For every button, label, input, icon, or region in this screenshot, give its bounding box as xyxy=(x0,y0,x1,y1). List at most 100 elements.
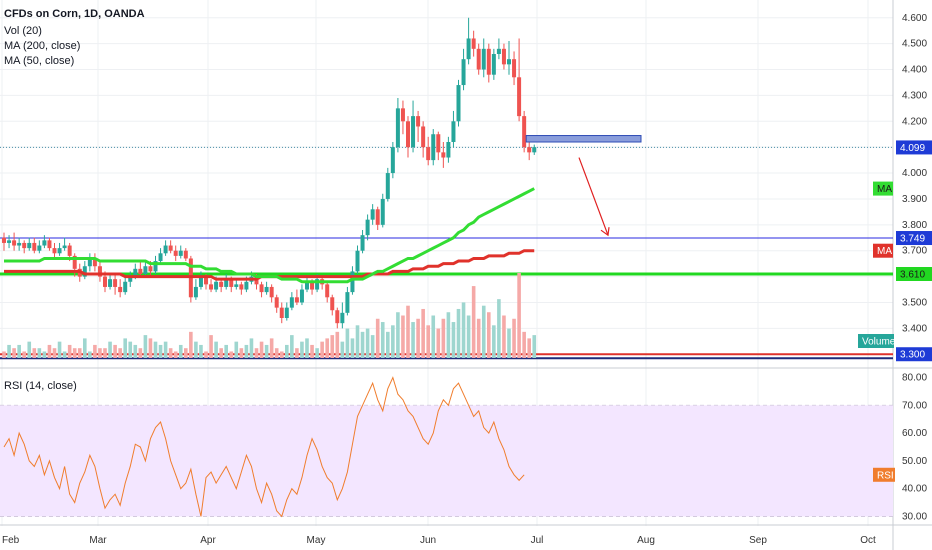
volume-bar xyxy=(365,328,370,358)
volume-bar xyxy=(42,351,47,358)
volume-bar xyxy=(32,348,37,358)
candle-body xyxy=(486,48,491,75)
volume-bar xyxy=(461,302,466,358)
volume-bar xyxy=(436,328,441,358)
volume-bar xyxy=(72,348,77,358)
candle-body xyxy=(496,48,501,54)
volume-bar xyxy=(22,351,26,358)
volume-bar xyxy=(37,348,42,358)
time-tick-label: Sep xyxy=(749,535,767,546)
candle-body xyxy=(219,281,224,287)
support-tag-bg xyxy=(896,267,932,281)
rsi-axis[interactable]: 80.00 70.00 60.00 50.00 40.00 30.00 xyxy=(902,373,927,523)
volume-bar xyxy=(189,331,193,358)
rsi-tick-label: 80.00 xyxy=(902,373,927,384)
chart-title: CFDs on Corn, 1D, OANDA xyxy=(4,8,145,20)
volume-bar xyxy=(466,315,471,358)
volume-bar xyxy=(229,351,234,358)
candle-body xyxy=(128,276,133,282)
candle-body xyxy=(335,310,340,324)
volume-bar xyxy=(532,335,537,358)
candle-body xyxy=(229,279,234,287)
candle-body xyxy=(436,134,441,153)
candle-body xyxy=(123,281,128,293)
volume-bar xyxy=(7,344,11,358)
volume-bar xyxy=(305,338,309,358)
volume-bar xyxy=(431,315,436,358)
candle-body xyxy=(370,209,375,220)
candle-body xyxy=(264,286,269,293)
target-zone-rect[interactable] xyxy=(525,135,642,143)
candle-body xyxy=(284,307,289,318)
volume-bar xyxy=(279,351,284,358)
volume-bar xyxy=(204,351,208,358)
volume-bar xyxy=(123,338,127,358)
resistance-tag-bg xyxy=(896,231,932,246)
time-axis[interactable]: Feb Mar Apr May Jun Jul Aug Sep Oct xyxy=(2,535,876,546)
price-axis[interactable]: 4.6004.5004.4004.3004.2004.1004.0003.900… xyxy=(902,13,927,360)
volume-bar xyxy=(108,341,112,358)
candle-body xyxy=(143,266,148,274)
volume-bar xyxy=(244,344,249,358)
volume-bar xyxy=(67,344,72,358)
volume-bar xyxy=(62,351,67,358)
price-tags: 4.099 3.749 MA 3.610 MA Volume 3.300 RSI xyxy=(858,140,932,482)
ma200-tag: MA xyxy=(877,246,892,257)
volume-bar xyxy=(118,348,122,358)
candle-body xyxy=(400,108,405,122)
horizontal-lines[interactable] xyxy=(0,146,893,360)
candle-body xyxy=(416,116,421,127)
arrow-icon[interactable] xyxy=(578,157,610,237)
volume-bar xyxy=(184,348,188,358)
volume-bar xyxy=(507,328,511,358)
price-tick-label: 4.600 xyxy=(902,13,927,24)
volume-bar xyxy=(340,341,345,358)
candle-body xyxy=(512,59,517,78)
candle-body xyxy=(57,248,62,254)
candle-body xyxy=(385,173,390,199)
candle-body xyxy=(481,48,486,70)
volume-bar xyxy=(133,344,138,358)
ma200-tag-bg xyxy=(873,243,893,258)
time-tick-label: Apr xyxy=(200,535,216,546)
volume-bar xyxy=(451,322,456,358)
volume-bar xyxy=(456,308,461,358)
volume-bar xyxy=(446,312,451,358)
volume-bar xyxy=(98,348,102,358)
candle-body xyxy=(269,286,274,298)
price-tick-label: 3.700 xyxy=(902,246,927,257)
volume-bar xyxy=(396,312,400,358)
volume-tag: Volume xyxy=(862,337,896,348)
volume-bar xyxy=(476,318,481,358)
price-tick-label: 4.300 xyxy=(902,90,927,101)
volume-bar xyxy=(386,331,390,358)
volume-bar xyxy=(360,331,365,358)
time-tick-label: Feb xyxy=(2,535,20,546)
candle-body xyxy=(133,268,138,277)
volume-bar xyxy=(355,325,360,358)
volume-bar xyxy=(416,318,420,358)
candle-body xyxy=(113,279,118,287)
candle-body xyxy=(239,284,244,290)
time-tick-label: Oct xyxy=(860,535,876,546)
candle-body xyxy=(7,240,12,243)
candle-body xyxy=(294,297,299,303)
candle-body xyxy=(532,147,537,153)
volume-bar xyxy=(249,338,254,358)
volume-bar xyxy=(370,335,375,358)
volume-bar xyxy=(219,348,223,358)
support-tag: 3.610 xyxy=(900,270,925,281)
volume-bar xyxy=(259,341,264,358)
low-tag: 3.300 xyxy=(900,350,925,361)
legend-ma50: MA (50, close) xyxy=(4,55,75,67)
candle-body xyxy=(72,255,77,269)
arrow-head xyxy=(600,227,610,237)
candle-body xyxy=(274,297,279,308)
candle-body xyxy=(451,121,456,142)
candles[interactable] xyxy=(2,17,537,329)
time-tick-label: Jul xyxy=(531,535,544,546)
volume-bar xyxy=(295,348,299,358)
volume-bar xyxy=(487,312,491,358)
volume-bar xyxy=(168,348,173,358)
